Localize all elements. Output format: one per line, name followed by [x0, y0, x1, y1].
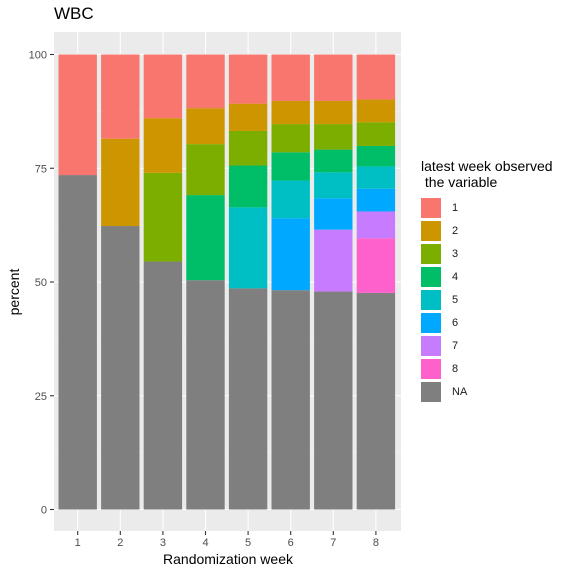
bar-segment-1-week-1 — [58, 54, 97, 176]
bar-segment-4-week-4 — [186, 195, 225, 281]
legend-label: 8 — [452, 362, 459, 375]
x-tick-label: 2 — [117, 537, 123, 549]
bar-segment-na-week-2 — [101, 226, 140, 510]
legend-item: 2 — [421, 219, 553, 242]
x-tick-label: 4 — [202, 537, 208, 549]
legend-label: 7 — [452, 339, 459, 352]
bar-segment-3-week-6 — [271, 124, 310, 153]
y-tick-label: 50 — [35, 277, 47, 289]
x-axis-label: Randomization week — [163, 551, 293, 567]
bar-segment-1-week-4 — [186, 54, 225, 109]
bar-segment-3-week-3 — [143, 172, 183, 262]
y-tick-label: 25 — [35, 391, 47, 403]
bar-segment-5-week-5 — [228, 207, 268, 289]
legend-key — [421, 381, 441, 402]
legend-label: 6 — [452, 316, 459, 329]
legend-key — [421, 358, 441, 379]
bar-segment-5-week-6 — [271, 180, 310, 219]
bar-segment-2-week-2 — [101, 138, 140, 227]
y-axis-label-wrap: percent — [4, 269, 24, 316]
legend-key — [421, 289, 441, 310]
bar-segment-2-week-6 — [271, 100, 310, 125]
x-tick-label: 7 — [330, 537, 336, 549]
bar-segment-7-week-7 — [314, 229, 353, 292]
chart-title: WBC — [54, 4, 94, 23]
legend-item: 3 — [421, 242, 553, 265]
legend-key — [421, 243, 441, 264]
legend-item: 4 — [421, 265, 553, 288]
legend-label: NA — [452, 385, 468, 398]
bar-segment-6-week-8 — [356, 188, 396, 212]
legend-item: 5 — [421, 288, 553, 311]
bar-segment-na-week-8 — [356, 292, 396, 510]
bar-segment-2-week-3 — [143, 118, 183, 173]
legend-items: 1 2 3 4 5 6 7 8 NA — [421, 196, 553, 403]
legend-item: 7 — [421, 334, 553, 357]
y-axis-label: percent — [6, 268, 22, 316]
bar-segment-6-week-6 — [271, 218, 310, 291]
bar-segment-2-week-8 — [356, 99, 396, 123]
bar-segment-na-week-1 — [58, 175, 97, 510]
x-tick-label: 6 — [288, 537, 294, 549]
legend-key — [421, 312, 441, 333]
legend-label: 4 — [452, 270, 459, 283]
bar-segment-1-week-3 — [143, 54, 183, 119]
legend-label: 5 — [452, 293, 459, 306]
legend: latest week observed the variable 1 2 3 4 5 6… — [421, 158, 553, 403]
bar-segment-4-week-6 — [271, 152, 310, 181]
legend-item: NA — [421, 380, 553, 403]
legend-key — [421, 220, 441, 241]
bar-segment-na-week-3 — [143, 261, 183, 510]
bar-segment-8-week-8 — [356, 238, 396, 293]
bar-segment-3-week-5 — [228, 130, 268, 166]
bar-segment-1-week-2 — [101, 54, 140, 139]
bar-segment-2-week-5 — [228, 103, 268, 131]
bar-segment-2-week-4 — [186, 108, 225, 145]
legend-item: 6 — [421, 311, 553, 334]
bar-segment-4-week-5 — [228, 165, 268, 208]
bar-segment-3-week-7 — [314, 124, 353, 150]
bar-segment-3-week-8 — [356, 122, 396, 146]
bar-segment-5-week-8 — [356, 166, 396, 189]
bar-segment-1-week-5 — [228, 54, 268, 104]
x-tick-label: 1 — [75, 537, 81, 549]
legend-label: 3 — [452, 247, 459, 260]
bars — [58, 54, 396, 510]
x-tick-label: 3 — [160, 537, 166, 549]
bar-segment-1-week-7 — [314, 54, 353, 101]
bar-segment-3-week-4 — [186, 144, 225, 196]
legend-title: latest week observed the variable — [421, 158, 553, 190]
legend-key — [421, 266, 441, 287]
bar-segment-1-week-6 — [271, 54, 310, 101]
legend-label: 1 — [452, 201, 459, 214]
legend-key — [421, 197, 441, 218]
axes: 0 25 50 75 100 1 2 3 4 5 6 7 8 — [29, 50, 379, 550]
legend-key — [421, 335, 441, 356]
legend-label: 2 — [452, 224, 459, 237]
x-tick-label: 5 — [245, 537, 251, 549]
bar-segment-5-week-7 — [314, 172, 353, 199]
bar-segment-6-week-7 — [314, 198, 353, 230]
x-tick-label: 8 — [373, 537, 379, 549]
bar-segment-na-week-4 — [186, 280, 225, 510]
bar-segment-4-week-8 — [356, 145, 396, 167]
legend-item: 8 — [421, 357, 553, 380]
y-tick-label: 100 — [29, 50, 47, 62]
bar-segment-1-week-8 — [356, 54, 396, 100]
bar-segment-na-week-6 — [271, 290, 310, 510]
legend-item: 1 — [421, 196, 553, 219]
y-tick-label: 0 — [41, 505, 47, 517]
bar-segment-4-week-7 — [314, 149, 353, 173]
bar-segment-na-week-7 — [314, 291, 353, 510]
bar-segment-2-week-7 — [314, 100, 353, 125]
bar-segment-7-week-8 — [356, 211, 396, 239]
y-tick-label: 75 — [35, 163, 47, 175]
bar-segment-na-week-5 — [228, 288, 268, 510]
